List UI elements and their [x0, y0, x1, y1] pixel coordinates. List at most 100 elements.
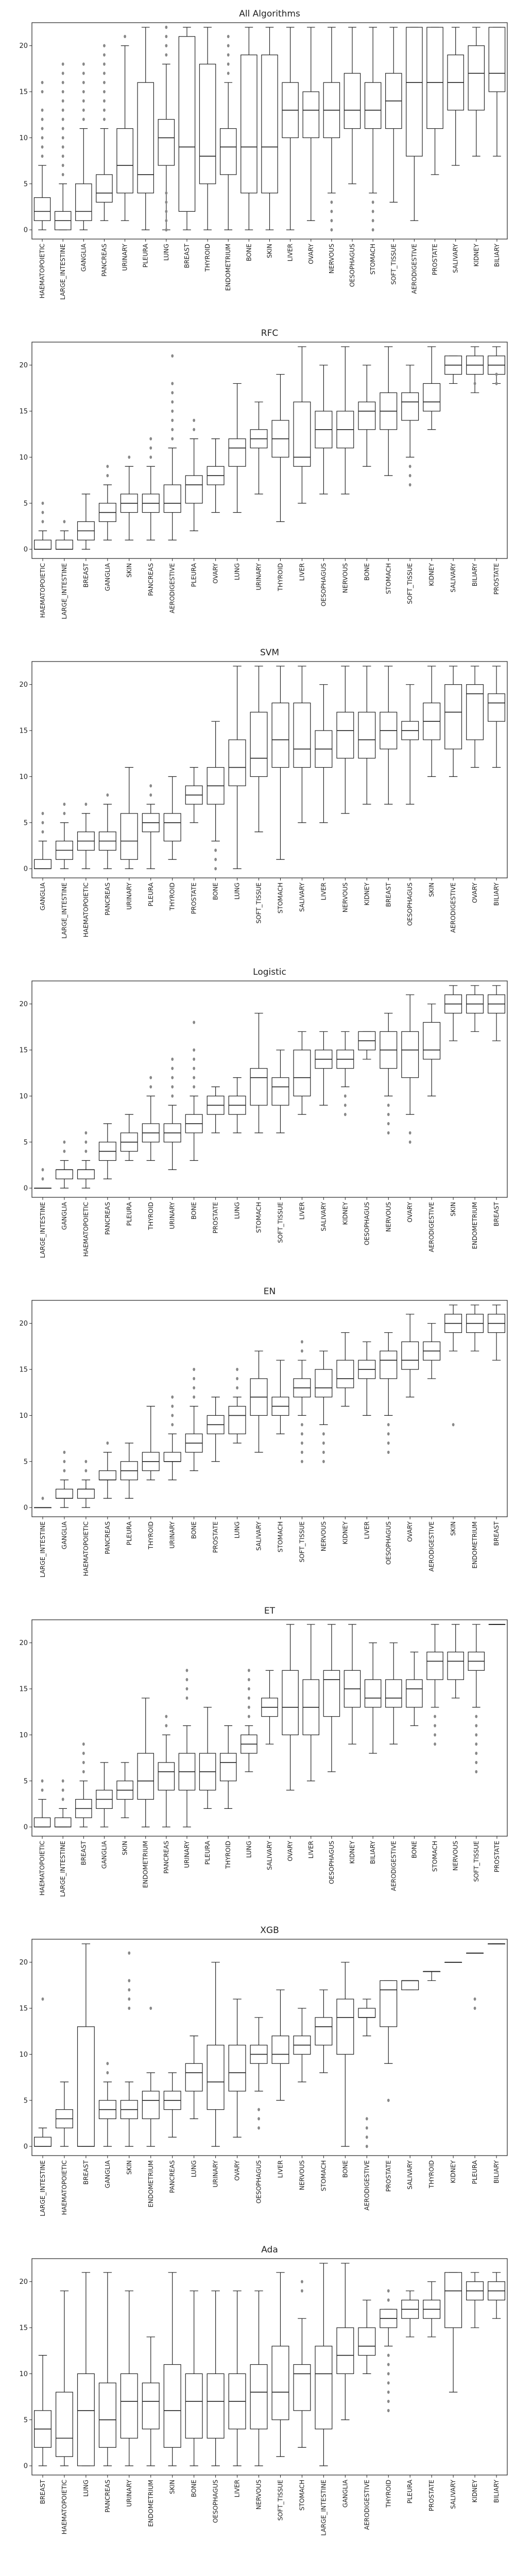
outlier-point [171, 1414, 174, 1417]
x-tick-label: PROSTATE [432, 244, 439, 275]
outlier-point [171, 1085, 174, 1089]
box-haematopoietic [55, 2290, 73, 2466]
outlier-point [41, 1788, 44, 1792]
x-tick-label: GANGLIA [100, 1840, 108, 1869]
outlier-point [171, 354, 174, 358]
box-pleura [401, 2290, 419, 2337]
box-oesophagus [344, 27, 361, 184]
x-tick-label: HAEMATOPOIETIC [61, 2480, 68, 2534]
outlier-point [193, 1048, 196, 1052]
box-ovary [302, 27, 320, 221]
outlier-point [103, 72, 106, 75]
box-ganglia [98, 2062, 116, 2147]
x-tick-label: AERODIGESTIVE [363, 2160, 370, 2211]
iqr-box [423, 383, 441, 412]
outlier-point [387, 1104, 390, 1107]
x-tick-label: SKIN [126, 563, 133, 578]
outlier-point [61, 108, 64, 112]
x-tick-label: STOMACH [320, 2160, 327, 2191]
x-tick-label: LARGE_INTESTINE [39, 1521, 46, 1578]
box-soft-tissue [401, 365, 419, 487]
x-tick-label: SOFT_TISSUE [473, 1841, 480, 1882]
outlier-point [495, 382, 498, 385]
panel-title: SVM [260, 648, 279, 658]
outlier-point [408, 1140, 411, 1144]
outlier-point [149, 1085, 152, 1089]
box-bone [336, 1962, 354, 2147]
box-urinary [116, 35, 133, 221]
outlier-point [171, 1094, 174, 1098]
iqr-box [207, 2044, 225, 2110]
box-stomach [426, 1624, 443, 1746]
x-tick-label: LUNG [82, 2480, 90, 2497]
x-tick-label: PROSTATE [212, 1521, 219, 1553]
x-tick-label: SALIVARY [320, 1201, 327, 1231]
outlier-point [84, 1131, 88, 1135]
x-tick-label: HAEMATOPOIETIC [39, 244, 46, 298]
outlier-point [330, 200, 333, 204]
box-ganglia [55, 1140, 73, 1189]
y-tick-label: 20 [19, 681, 28, 689]
outlier-point [149, 446, 152, 450]
x-tick-label: URINARY [212, 2160, 219, 2187]
outlier-point [344, 1112, 347, 1116]
outlier-point [41, 1497, 44, 1500]
box-large-intestine [54, 62, 72, 230]
outlier-point [61, 154, 64, 158]
y-tick-label: 20 [19, 2278, 28, 2286]
outlier-point [103, 90, 106, 94]
box-oesophagus [250, 2017, 268, 2130]
x-tick-label: LARGE_INTESTINE [320, 2480, 327, 2536]
x-tick-label: LIVER [307, 1841, 315, 1858]
x-tick-label: BONE [410, 1841, 418, 1858]
box-nervous [336, 666, 354, 814]
box-ganglia [55, 1450, 73, 1508]
box-kidney [336, 1332, 354, 1407]
x-tick-label: ENDOMETRIUM [142, 1841, 149, 1888]
box-pleura [185, 418, 203, 531]
y-tick-label: 5 [24, 500, 28, 507]
x-tick-label: AERODIGESTIVE [390, 1841, 397, 1891]
x-tick-label: OESOPHAGUS [406, 883, 414, 926]
x-tick-label: BILIARY [493, 243, 501, 267]
iqr-box [55, 539, 73, 550]
x-tick-label: PROSTATE [493, 1841, 501, 1872]
panel-title: All Algorithms [239, 9, 300, 19]
box-salivary [261, 1670, 278, 1744]
box-nervous [447, 1624, 464, 1699]
outlier-point [171, 428, 174, 431]
outlier-point [171, 391, 174, 395]
box-aerodigestive [406, 27, 423, 221]
x-tick-label: PLEURA [126, 1201, 133, 1226]
y-tick-label: 0 [24, 866, 28, 873]
box-kidney [336, 1031, 354, 1116]
panel-title: EN [264, 1286, 276, 1297]
x-tick-label: BILIARY [471, 563, 478, 586]
x-tick-label: THYROID [147, 1521, 154, 1550]
outlier-point [84, 1460, 88, 1463]
box-haematopoietic [55, 2081, 73, 2147]
box-thyroid [142, 1405, 160, 1481]
outlier-point [61, 72, 64, 75]
x-tick-label: OESOPHAGUS [255, 2160, 263, 2204]
x-tick-label: THYROID [277, 563, 284, 591]
outlier-point [149, 437, 152, 440]
iqr-box [293, 702, 311, 768]
outlier-point [61, 1798, 64, 1801]
box-ovary [282, 1624, 299, 1791]
iqr-box [336, 1360, 354, 1388]
x-tick-label: LARGE_INTESTINE [61, 883, 68, 939]
iqr-box [142, 2382, 160, 2430]
outlier-point [227, 72, 230, 75]
box-skin [120, 455, 138, 540]
iqr-box [385, 1679, 402, 1708]
outlier-point [247, 1677, 250, 1682]
box-ganglia [98, 465, 116, 540]
box-biliary [488, 27, 506, 157]
x-tick-label: SKIN [450, 1202, 457, 1216]
outlier-point [41, 154, 44, 158]
outlier-point [103, 99, 106, 103]
x-tick-label: BONE [191, 2480, 198, 2497]
box-kidney [466, 2272, 484, 2328]
x-tick-label: SKIN [450, 1521, 457, 1536]
